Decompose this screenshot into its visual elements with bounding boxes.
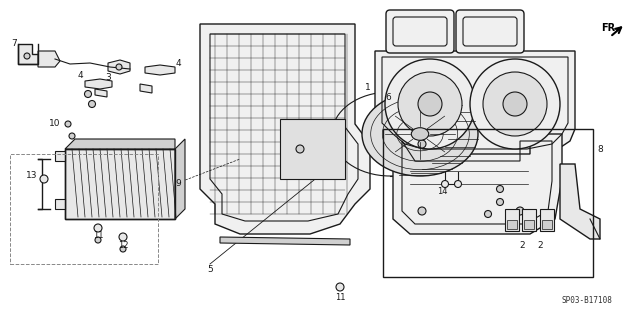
Circle shape [418,207,426,215]
Circle shape [119,233,127,241]
Circle shape [503,92,527,116]
Text: 6: 6 [385,93,391,101]
Circle shape [95,237,101,243]
Circle shape [116,64,122,70]
Polygon shape [393,134,562,234]
Text: 5: 5 [207,264,213,273]
Circle shape [65,121,71,127]
Polygon shape [560,164,600,239]
Circle shape [40,175,48,183]
Text: 8: 8 [597,145,603,153]
Circle shape [336,283,344,291]
Bar [383,129,593,277]
Circle shape [296,145,304,153]
Circle shape [454,181,461,188]
Bar [507,220,517,229]
Bar [10,154,158,264]
Text: 12: 12 [118,241,128,249]
Bar [540,209,554,231]
Text: 11: 11 [93,232,103,241]
Text: 4: 4 [77,71,83,80]
Circle shape [483,72,547,136]
Circle shape [497,198,504,205]
Text: 4: 4 [175,58,181,68]
Polygon shape [108,60,130,74]
Text: SP03-B17108: SP03-B17108 [561,296,612,305]
Text: 13: 13 [26,170,38,180]
FancyBboxPatch shape [386,10,454,53]
Bar [542,220,552,229]
Text: 7: 7 [11,39,17,48]
Polygon shape [200,24,370,234]
Circle shape [470,59,560,149]
Circle shape [69,133,75,139]
Circle shape [88,100,95,108]
Circle shape [84,91,92,98]
Circle shape [398,72,462,136]
Circle shape [418,92,442,116]
Circle shape [497,186,504,192]
Polygon shape [95,89,107,97]
Circle shape [442,181,449,188]
Bar [65,149,175,219]
Polygon shape [55,151,65,161]
Polygon shape [280,119,345,179]
Text: FR.: FR. [601,23,619,33]
Circle shape [385,59,475,149]
Polygon shape [175,139,185,219]
Polygon shape [55,199,65,209]
Polygon shape [140,84,152,93]
Bar [505,209,519,231]
Polygon shape [85,79,112,89]
Polygon shape [65,149,175,219]
Ellipse shape [412,128,429,140]
Circle shape [484,211,492,218]
Polygon shape [18,44,38,64]
Ellipse shape [362,92,478,176]
Polygon shape [375,51,575,157]
Text: 11: 11 [335,293,345,301]
Text: 9: 9 [175,179,181,188]
FancyBboxPatch shape [456,10,524,53]
Polygon shape [65,139,175,149]
Text: 2: 2 [519,241,525,250]
Circle shape [24,53,30,59]
Polygon shape [145,65,175,75]
Circle shape [418,140,426,148]
Circle shape [94,224,102,232]
Bar [524,220,534,229]
Polygon shape [220,237,350,245]
Circle shape [516,207,524,215]
Polygon shape [38,51,60,67]
Text: 1: 1 [365,83,371,92]
Text: 10: 10 [49,118,61,128]
Text: 14: 14 [436,188,447,197]
Text: 2: 2 [537,241,543,250]
Bar [522,209,536,231]
Circle shape [120,246,126,252]
Text: 3: 3 [105,72,111,81]
